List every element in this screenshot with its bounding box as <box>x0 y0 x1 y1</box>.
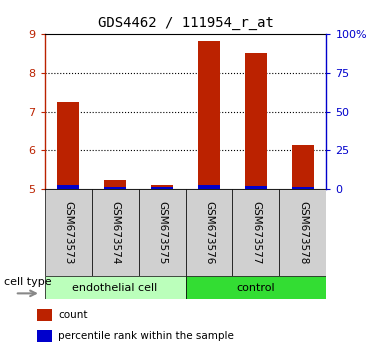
Bar <box>45 189 92 276</box>
Title: GDS4462 / 111954_r_at: GDS4462 / 111954_r_at <box>98 16 273 30</box>
Bar <box>246 186 267 189</box>
Text: percentile rank within the sample: percentile rank within the sample <box>58 331 234 341</box>
Bar <box>37 330 52 342</box>
Text: GSM673573: GSM673573 <box>63 201 73 264</box>
Bar <box>105 187 125 189</box>
Text: GSM673575: GSM673575 <box>157 201 167 264</box>
Bar <box>198 185 220 189</box>
Text: control: control <box>237 282 275 293</box>
Text: GSM673577: GSM673577 <box>251 201 261 264</box>
Bar <box>198 41 220 189</box>
Bar <box>246 53 267 189</box>
Bar <box>292 187 313 189</box>
Bar <box>45 276 186 299</box>
Bar <box>186 276 326 299</box>
Bar <box>58 102 79 189</box>
Bar <box>92 189 138 276</box>
Bar <box>279 189 326 276</box>
Bar <box>58 185 79 189</box>
Bar <box>151 185 173 189</box>
Bar <box>138 189 186 276</box>
Text: GSM673578: GSM673578 <box>298 201 308 264</box>
Text: endothelial cell: endothelial cell <box>72 282 158 293</box>
Text: GSM673576: GSM673576 <box>204 201 214 264</box>
Bar <box>292 144 313 189</box>
Text: GSM673574: GSM673574 <box>110 201 120 264</box>
Text: count: count <box>58 310 88 320</box>
Bar <box>37 309 52 321</box>
Text: cell type: cell type <box>4 277 51 287</box>
Bar <box>233 189 279 276</box>
Bar <box>151 188 173 189</box>
Bar <box>105 179 125 189</box>
Bar <box>186 189 233 276</box>
